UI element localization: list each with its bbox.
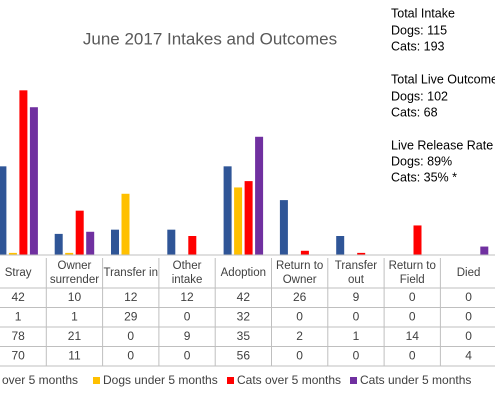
category-cell: Owner surrender bbox=[49, 260, 100, 286]
x-tick-label: Transfer out bbox=[334, 260, 378, 286]
table-value: 9 bbox=[353, 290, 360, 304]
category-cell: Adoption bbox=[220, 267, 267, 279]
table-value: 0 bbox=[409, 309, 416, 323]
bar bbox=[255, 136, 264, 255]
annotation: Total Live Outcomes bbox=[391, 72, 495, 86]
table-value: 14 bbox=[406, 329, 420, 343]
legend-swatch bbox=[93, 377, 100, 384]
table-value: 56 bbox=[237, 348, 251, 362]
x-tick-label: Died bbox=[456, 267, 481, 279]
category-cell: Return to Owner bbox=[275, 260, 324, 286]
category-cell: Other intake bbox=[171, 260, 203, 286]
x-tick-label: Adoption bbox=[220, 267, 267, 279]
table-value: 42 bbox=[11, 290, 25, 304]
bar bbox=[480, 246, 489, 255]
x-tick-label: Other intake bbox=[171, 260, 203, 286]
x-tick-label: Transfer in bbox=[103, 267, 159, 279]
table-value: 11 bbox=[68, 348, 81, 362]
annotation: Cats: 193 bbox=[391, 39, 445, 53]
x-tick-label: Return to Owner bbox=[275, 260, 324, 286]
bar bbox=[8, 252, 17, 255]
table-value: 70 bbox=[11, 348, 25, 362]
table-value: 1 bbox=[71, 309, 78, 323]
bar bbox=[167, 229, 176, 255]
bar bbox=[86, 231, 95, 255]
bar bbox=[19, 90, 28, 255]
legend-label: Cats over 5 months bbox=[237, 373, 341, 387]
bar bbox=[111, 229, 119, 255]
table-value: 42 bbox=[237, 290, 251, 304]
bar bbox=[336, 236, 345, 255]
bar bbox=[234, 187, 243, 255]
annotation: Dogs: 115 bbox=[391, 23, 447, 37]
annotation: Cats: 68 bbox=[391, 105, 438, 119]
table-value: 9 bbox=[184, 329, 191, 343]
table-value: 0 bbox=[296, 309, 303, 323]
annotation: Cats: 35% * bbox=[391, 170, 457, 184]
table-value: 0 bbox=[409, 290, 416, 304]
table-value: 0 bbox=[184, 348, 191, 362]
table-value: 0 bbox=[353, 309, 360, 323]
table-value: 0 bbox=[465, 290, 472, 304]
annotation: Dogs: 102 bbox=[391, 89, 448, 103]
category-cell: Stray bbox=[4, 267, 32, 279]
annotation: Live Release Rate bbox=[391, 138, 493, 152]
bar bbox=[54, 233, 63, 255]
table-value: 0 bbox=[465, 309, 472, 323]
table-value: 0 bbox=[127, 348, 134, 362]
table-value: 21 bbox=[68, 329, 82, 343]
annotation: Dogs: 89% bbox=[391, 154, 452, 168]
category-cell: Return to Field bbox=[388, 260, 436, 286]
bar bbox=[0, 166, 7, 255]
table-value: 78 bbox=[11, 329, 25, 343]
category-cell: Transfer out bbox=[334, 260, 378, 286]
legend-swatch bbox=[350, 377, 357, 384]
bar bbox=[65, 252, 74, 255]
annotation: Total Intake bbox=[391, 6, 455, 20]
bar bbox=[244, 181, 253, 255]
table-value: 0 bbox=[409, 348, 416, 362]
table-value: 1 bbox=[15, 309, 22, 323]
x-tick-label: Owner surrender bbox=[49, 260, 100, 286]
bar bbox=[121, 193, 130, 255]
table-value: 1 bbox=[353, 329, 360, 343]
x-tick-label: Return to Field bbox=[388, 260, 436, 286]
bar bbox=[29, 107, 38, 255]
category-cell: Died bbox=[456, 267, 481, 279]
table-value: 0 bbox=[184, 309, 191, 323]
legend-label: Dogs over 5 months bbox=[0, 373, 78, 387]
table-value: 0 bbox=[296, 348, 303, 362]
table-value: 12 bbox=[180, 290, 194, 304]
table-value: 32 bbox=[237, 309, 251, 323]
table-value: 26 bbox=[293, 290, 307, 304]
legend-swatch bbox=[227, 377, 234, 384]
legend-label: Cats under 5 months bbox=[360, 373, 471, 387]
table-value: 35 bbox=[237, 329, 251, 343]
table-value: 10 bbox=[68, 290, 82, 304]
bar bbox=[75, 210, 84, 255]
bar bbox=[357, 252, 366, 255]
table-value: 29 bbox=[124, 309, 138, 323]
table-value: 0 bbox=[353, 348, 360, 362]
chart-title: June 2017 Intakes and Outcomes bbox=[83, 29, 337, 48]
bar bbox=[413, 225, 422, 255]
bar bbox=[188, 236, 197, 255]
table-value: 4 bbox=[465, 348, 472, 362]
bar bbox=[223, 166, 232, 255]
table-value: 0 bbox=[465, 329, 472, 343]
x-tick-label: Stray bbox=[4, 267, 32, 279]
table-value: 0 bbox=[127, 329, 134, 343]
bar bbox=[300, 250, 309, 255]
table-value: 2 bbox=[296, 329, 303, 343]
bar bbox=[279, 200, 288, 255]
legend-label: Dogs under 5 months bbox=[103, 373, 218, 387]
category-cell: Transfer in bbox=[103, 267, 159, 279]
table-value: 12 bbox=[124, 290, 138, 304]
